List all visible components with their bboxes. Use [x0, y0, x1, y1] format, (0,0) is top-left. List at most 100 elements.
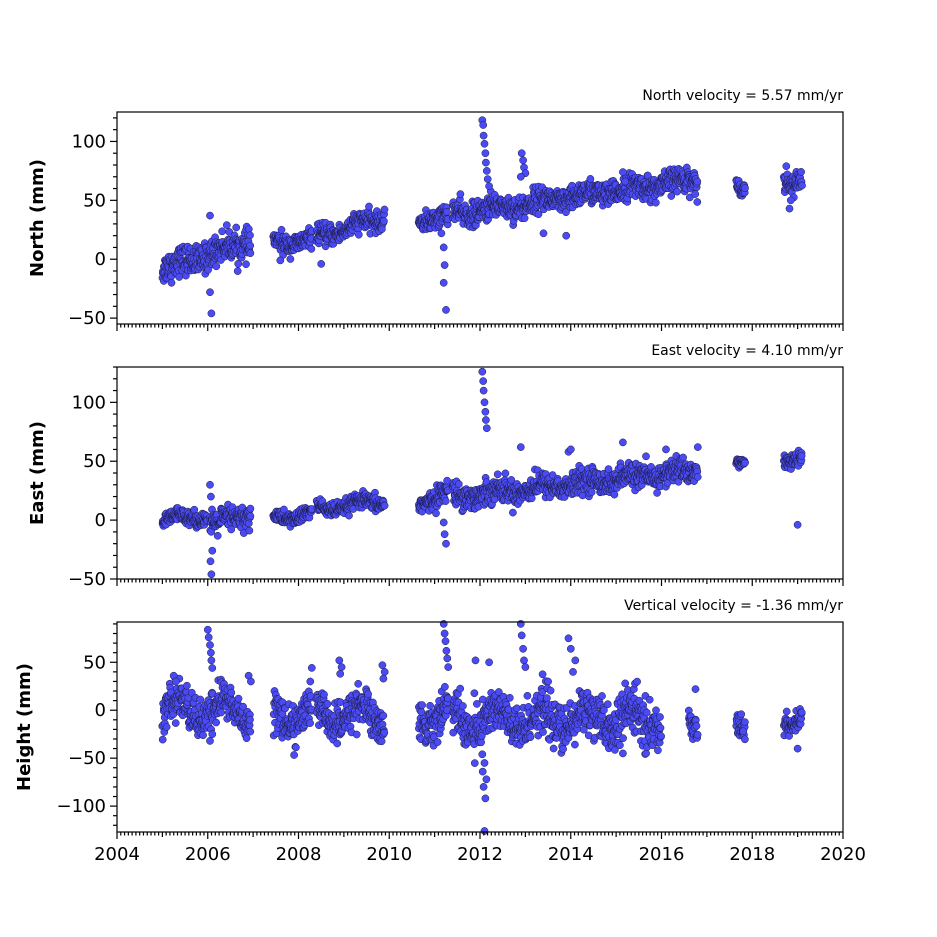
height-data-point [523, 691, 532, 700]
north-data-point [483, 175, 492, 183]
height-data-point [307, 664, 316, 672]
north-data-point [516, 172, 525, 181]
north-data-point [586, 175, 595, 183]
east-data-point [482, 424, 491, 433]
north-data-point [482, 158, 490, 167]
east-data-point [207, 570, 216, 579]
north-data-point [378, 225, 386, 233]
north-data-point [651, 198, 660, 207]
east-y-tick-label: 100 [72, 392, 106, 413]
north-data-point [244, 225, 253, 233]
height-data-point [212, 718, 220, 727]
north-data-point [693, 198, 702, 206]
east-data-point [442, 539, 450, 548]
height-data-point [543, 694, 551, 702]
north-data-point [481, 149, 490, 158]
height-data-point [642, 749, 650, 758]
height-data-point [616, 741, 624, 750]
east-data-point [206, 480, 214, 489]
height-data-point [162, 723, 171, 731]
north-data-point [798, 181, 806, 190]
east-velocity-title: East velocity = 4.10 mm/yr [651, 343, 843, 359]
east-data-point [479, 386, 488, 395]
height-data-point [433, 738, 442, 746]
north-data-point [479, 121, 488, 129]
east-data-point [478, 367, 487, 376]
height-data-point [654, 746, 662, 755]
north-data-point [246, 241, 255, 250]
height-data-point [306, 677, 315, 686]
east-data-point [441, 497, 450, 505]
north-data-point [246, 231, 254, 240]
east-data-point [439, 518, 448, 527]
east-data-point [246, 504, 255, 513]
north-data-point [480, 139, 489, 148]
north-data-point [167, 278, 176, 287]
height-data-point [470, 759, 479, 767]
north-data-point [437, 229, 446, 238]
height-data-point [323, 700, 332, 708]
height-data-point [426, 701, 434, 710]
height-data-point [603, 700, 612, 709]
north-data-point [439, 243, 448, 252]
height-data-point [692, 722, 701, 730]
height-data-point [320, 690, 328, 699]
height-data-point [656, 713, 664, 721]
panel-north: North velocity = 5.57 mm/yr North (mm) −… [27, 88, 844, 331]
east-data-point [454, 480, 463, 488]
east-data-point [481, 407, 490, 416]
east-data-point [213, 531, 222, 540]
height-data-point [657, 732, 665, 741]
north-data-point [206, 288, 214, 297]
east-data-point [208, 546, 217, 555]
north-data-point [204, 265, 212, 274]
north-data-point [519, 156, 527, 165]
east-data-point [693, 473, 702, 481]
north-y-tick-label: −50 [68, 308, 106, 329]
north-data-point [517, 149, 526, 158]
east-data-point [679, 453, 687, 462]
east-data-point [516, 443, 525, 451]
height-data-point [456, 684, 465, 693]
height-data-point [741, 735, 749, 744]
north-data-point [218, 227, 226, 236]
height-data-point [693, 730, 702, 739]
height-data-point [598, 692, 606, 700]
north-data-point [797, 168, 805, 176]
north-y-tick-label: 0 [95, 249, 106, 270]
height-data-point [292, 743, 300, 752]
east-data-point [610, 490, 619, 499]
east-data-point [793, 520, 802, 529]
north-data-point [621, 177, 630, 186]
north-data-point [741, 184, 749, 192]
east-data-point [440, 530, 449, 539]
north-data-point [443, 207, 451, 216]
height-data-point [645, 695, 654, 704]
north-data-point [456, 190, 465, 198]
east-data-point [246, 512, 255, 520]
height-data-point [505, 693, 514, 702]
height-data-point [354, 679, 363, 688]
height-points [158, 620, 806, 835]
height-data-point [246, 715, 254, 724]
east-data-point [501, 469, 510, 478]
east-data-point [432, 509, 440, 518]
east-data-point [480, 398, 489, 407]
east-y-tick-label: −50 [68, 569, 106, 590]
height-data-point [227, 688, 236, 697]
height-data-point [246, 727, 255, 736]
east-data-point [566, 445, 575, 454]
east-data-point [662, 445, 670, 454]
north-data-point [212, 262, 221, 271]
east-data-point [245, 526, 254, 535]
east-data-point [345, 511, 353, 520]
height-data-point [549, 744, 558, 753]
height-data-point [478, 695, 487, 704]
height-data-point [199, 731, 207, 740]
height-data-point [656, 724, 665, 732]
north-x-ticks [116, 324, 844, 331]
east-data-point [797, 451, 806, 460]
height-data-point [183, 681, 191, 690]
